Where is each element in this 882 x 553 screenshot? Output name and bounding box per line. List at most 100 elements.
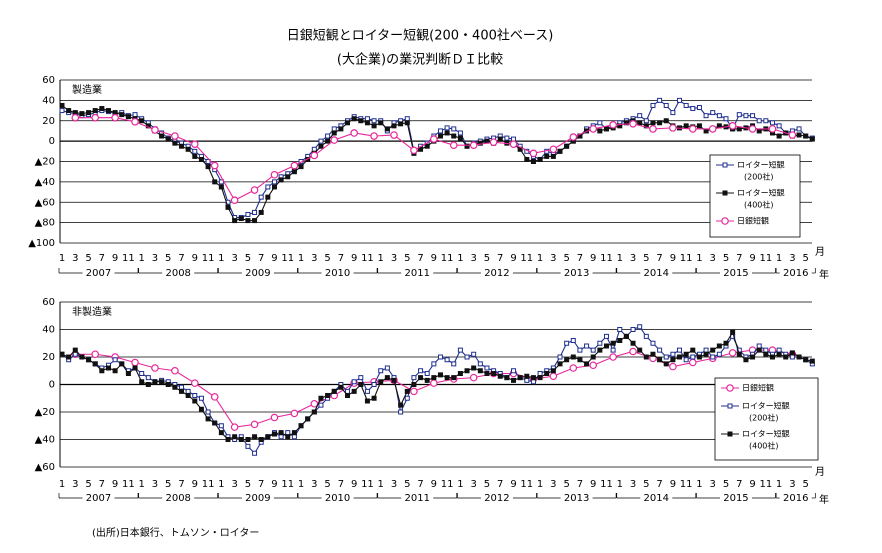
data-point [66, 108, 72, 114]
data-point [59, 108, 65, 114]
data-point [252, 218, 258, 224]
x-tick-label: 7 [736, 253, 742, 264]
data-point [570, 338, 576, 343]
data-point [291, 434, 297, 440]
data-point [643, 123, 649, 129]
data-point [205, 164, 211, 170]
x-tick-label: 9 [590, 253, 596, 264]
data-point [617, 123, 623, 129]
data-point [265, 184, 271, 190]
x-tick-label: 7 [497, 253, 503, 264]
data-point [722, 190, 728, 196]
data-point [649, 125, 657, 133]
data-point [609, 121, 617, 129]
x-tick-label: 7 [338, 253, 344, 264]
x-unit-year: 年 [819, 493, 829, 506]
data-point [710, 110, 716, 116]
x-tick-label: 1 [378, 479, 384, 490]
data-point [437, 133, 443, 139]
data-point [330, 136, 339, 144]
data-point [637, 113, 643, 119]
x-tick-label: 5 [723, 253, 729, 264]
x-tick-label: 3 [72, 253, 78, 264]
data-point [171, 366, 179, 375]
data-point [524, 373, 530, 379]
data-point [179, 143, 185, 149]
data-point [789, 350, 795, 356]
data-point [358, 382, 364, 387]
data-point [112, 368, 118, 374]
data-point [351, 116, 357, 122]
data-point [364, 388, 370, 394]
data-point [748, 125, 757, 133]
data-point [643, 354, 649, 360]
data-point [529, 149, 538, 158]
data-point [305, 416, 311, 422]
data-point [489, 138, 498, 146]
data-point [145, 375, 151, 381]
year-label: 2015 [723, 268, 748, 279]
x-tick-label: 1 [378, 253, 384, 264]
data-point [271, 179, 277, 185]
data-point [291, 169, 297, 175]
data-point [358, 375, 364, 381]
data-point [511, 368, 517, 374]
data-point [151, 126, 159, 134]
y-tick-label: 20 [42, 352, 55, 363]
x-unit-month: 月 [815, 466, 825, 478]
x-tick-label: 3 [630, 253, 636, 264]
year-label: 2008 [165, 493, 190, 504]
data-point [750, 354, 756, 360]
data-point [449, 141, 458, 150]
data-point [431, 375, 437, 381]
data-point [603, 333, 609, 339]
data-point [410, 146, 418, 155]
data-point [99, 106, 105, 112]
data-point [696, 123, 702, 129]
data-point [119, 361, 125, 367]
x-tick-label: 5 [404, 479, 410, 490]
data-point [683, 351, 689, 357]
data-point [603, 343, 609, 349]
x-tick-label: 1 [138, 479, 144, 490]
year-label: 2007 [86, 493, 111, 504]
data-point [285, 430, 291, 436]
data-point [345, 388, 351, 394]
x-tick-label: 9 [271, 479, 277, 490]
data-point [721, 217, 729, 225]
x-tick-label: 5 [85, 479, 91, 490]
data-point [210, 161, 219, 170]
x-tick-label: 11 [680, 479, 693, 490]
data-point [477, 361, 483, 367]
data-point [132, 365, 138, 371]
x-tick-label: 7 [99, 479, 105, 490]
data-point [424, 143, 430, 149]
data-point [643, 118, 649, 124]
year-label: 2016 [783, 493, 808, 504]
x-tick-label: 11 [520, 253, 533, 264]
data-point [384, 126, 390, 132]
data-point [325, 138, 331, 144]
data-point [497, 136, 503, 142]
x-tick-label: 7 [656, 479, 662, 490]
x-tick-label: 7 [577, 253, 583, 264]
x-tick-label: 3 [789, 253, 795, 264]
data-point [471, 365, 477, 371]
data-point [398, 402, 404, 408]
x-tick-label: 9 [590, 479, 596, 490]
x-tick-label: 7 [338, 479, 344, 490]
data-point [331, 388, 337, 394]
data-point [722, 162, 728, 168]
series-line [61, 105, 813, 222]
x-tick-label: 11 [441, 479, 454, 490]
y-tick-label: ▲20 [35, 407, 55, 418]
data-point [617, 327, 623, 332]
data-point [716, 113, 722, 119]
legend-box [714, 377, 819, 461]
data-point [230, 423, 239, 431]
data-point [663, 361, 669, 367]
y-tick-label: 40 [42, 325, 55, 336]
legend-note: (400社) [749, 441, 779, 451]
y-tick-label: 60 [42, 297, 55, 308]
x-tick-label: 7 [258, 253, 264, 264]
